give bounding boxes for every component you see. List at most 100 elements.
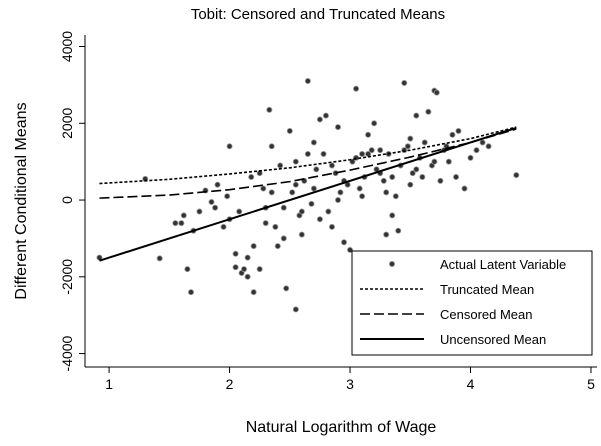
point — [413, 112, 420, 119]
point — [280, 204, 287, 211]
point — [431, 158, 438, 165]
point — [277, 162, 284, 169]
point — [250, 289, 257, 296]
point — [445, 158, 452, 165]
x-tick-label: 5 — [587, 376, 595, 392]
point — [268, 189, 275, 196]
point — [485, 143, 492, 150]
point — [212, 204, 219, 211]
point — [328, 223, 335, 230]
point — [377, 147, 384, 154]
point — [274, 243, 281, 250]
point — [292, 158, 299, 165]
x-tick-label: 2 — [226, 376, 234, 392]
point — [308, 200, 315, 207]
point — [188, 289, 195, 296]
point — [359, 150, 366, 157]
point — [260, 185, 267, 192]
point — [461, 185, 468, 192]
point — [304, 150, 311, 157]
point — [371, 120, 378, 127]
point — [156, 255, 163, 262]
point — [389, 212, 396, 219]
point — [473, 147, 480, 154]
point — [380, 177, 387, 184]
point — [392, 193, 399, 200]
y-tick-label: -2000 — [59, 259, 75, 295]
legend-label: Censored Mean — [440, 307, 533, 322]
point — [325, 208, 332, 215]
y-tick-label: 0 — [59, 196, 75, 204]
x-tick-label: 1 — [105, 376, 113, 392]
point — [292, 306, 299, 313]
point — [467, 154, 474, 161]
point — [455, 127, 462, 134]
point — [241, 266, 248, 273]
point — [401, 147, 408, 154]
point — [310, 185, 317, 192]
point — [425, 108, 432, 115]
point — [368, 147, 375, 154]
point — [356, 185, 363, 192]
point — [359, 193, 366, 200]
point — [268, 143, 275, 150]
point — [513, 172, 520, 179]
y-tick-label: 2000 — [59, 107, 75, 138]
point — [256, 266, 263, 273]
point — [421, 139, 428, 146]
point — [180, 212, 187, 219]
point — [337, 189, 344, 196]
point — [266, 106, 273, 113]
y-tick-label: 4000 — [59, 31, 75, 62]
legend-symbol — [388, 260, 396, 268]
point — [313, 166, 320, 173]
x-tick-label: 3 — [346, 376, 354, 392]
point — [316, 216, 323, 223]
legend-label: Truncated Mean — [440, 282, 534, 297]
point — [304, 78, 311, 85]
point — [298, 231, 305, 238]
point — [419, 174, 426, 181]
line — [99, 128, 517, 199]
legend-label: Actual Latent Variable — [440, 257, 566, 272]
point — [244, 254, 251, 261]
point — [334, 197, 341, 204]
point — [479, 139, 486, 146]
point — [365, 131, 372, 138]
point — [395, 227, 402, 234]
point — [437, 177, 444, 184]
line — [99, 126, 517, 185]
point — [328, 162, 335, 169]
point — [283, 285, 290, 292]
point — [389, 174, 396, 181]
chart-title: Tobit: Censored and Truncated Means — [191, 6, 445, 23]
y-tick-label: -4000 — [59, 335, 75, 371]
point — [232, 250, 239, 257]
point — [208, 198, 215, 205]
point — [316, 116, 323, 123]
point — [298, 208, 305, 215]
legend-label: Uncensored Mean — [440, 332, 546, 347]
point — [248, 174, 255, 181]
point — [453, 174, 460, 181]
line — [99, 126, 517, 262]
point — [262, 220, 269, 227]
x-axis-label: Natural Logarithm of Wage — [246, 419, 437, 436]
legend-box — [351, 250, 593, 356]
point — [404, 143, 411, 150]
point — [401, 79, 408, 86]
point — [383, 189, 390, 196]
point — [220, 223, 227, 230]
point — [310, 139, 317, 146]
y-axis-label: Different Conditional Means — [13, 102, 30, 299]
point — [214, 181, 221, 188]
point — [226, 143, 233, 150]
point — [292, 181, 299, 188]
point — [250, 243, 257, 250]
point — [383, 231, 390, 238]
point — [341, 239, 348, 246]
point — [347, 246, 354, 253]
point — [334, 124, 341, 131]
point — [224, 193, 231, 200]
